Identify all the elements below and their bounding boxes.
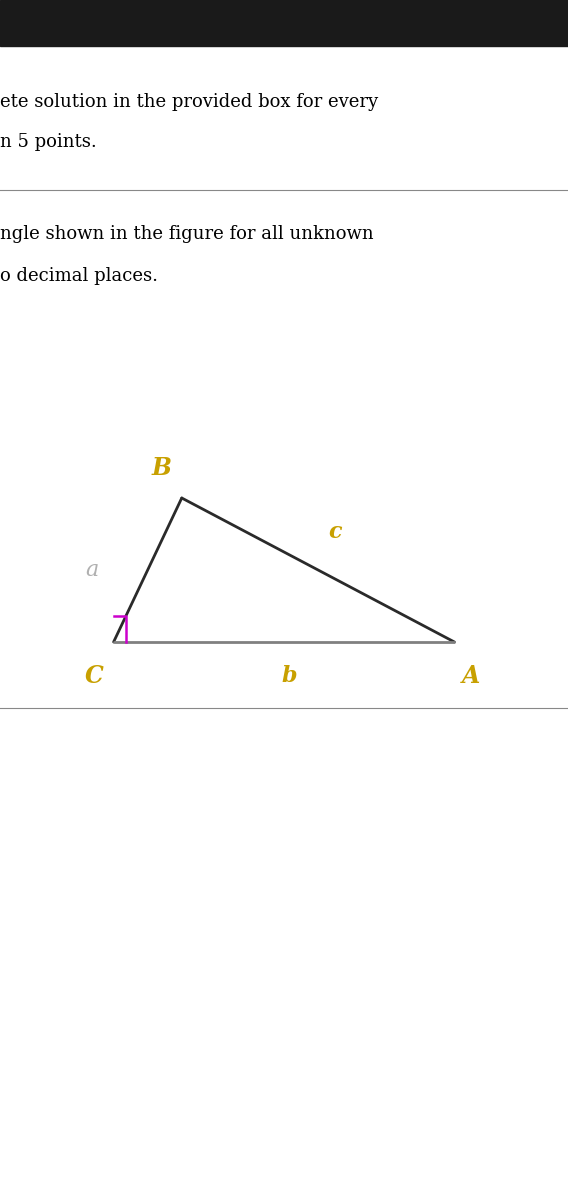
Text: C: C xyxy=(84,664,103,688)
Text: b: b xyxy=(282,665,298,686)
Text: o decimal places.: o decimal places. xyxy=(0,266,158,284)
Bar xyxy=(0,0,568,46)
Text: A: A xyxy=(462,664,481,688)
Text: B: B xyxy=(152,456,172,480)
Text: c: c xyxy=(328,521,342,542)
Text: ete solution in the provided box for every: ete solution in the provided box for eve… xyxy=(0,92,378,110)
Text: n 5 points.: n 5 points. xyxy=(0,132,97,150)
Text: ngle shown in the figure for all unknown: ngle shown in the figure for all unknown xyxy=(0,224,374,242)
Text: a: a xyxy=(85,559,99,581)
